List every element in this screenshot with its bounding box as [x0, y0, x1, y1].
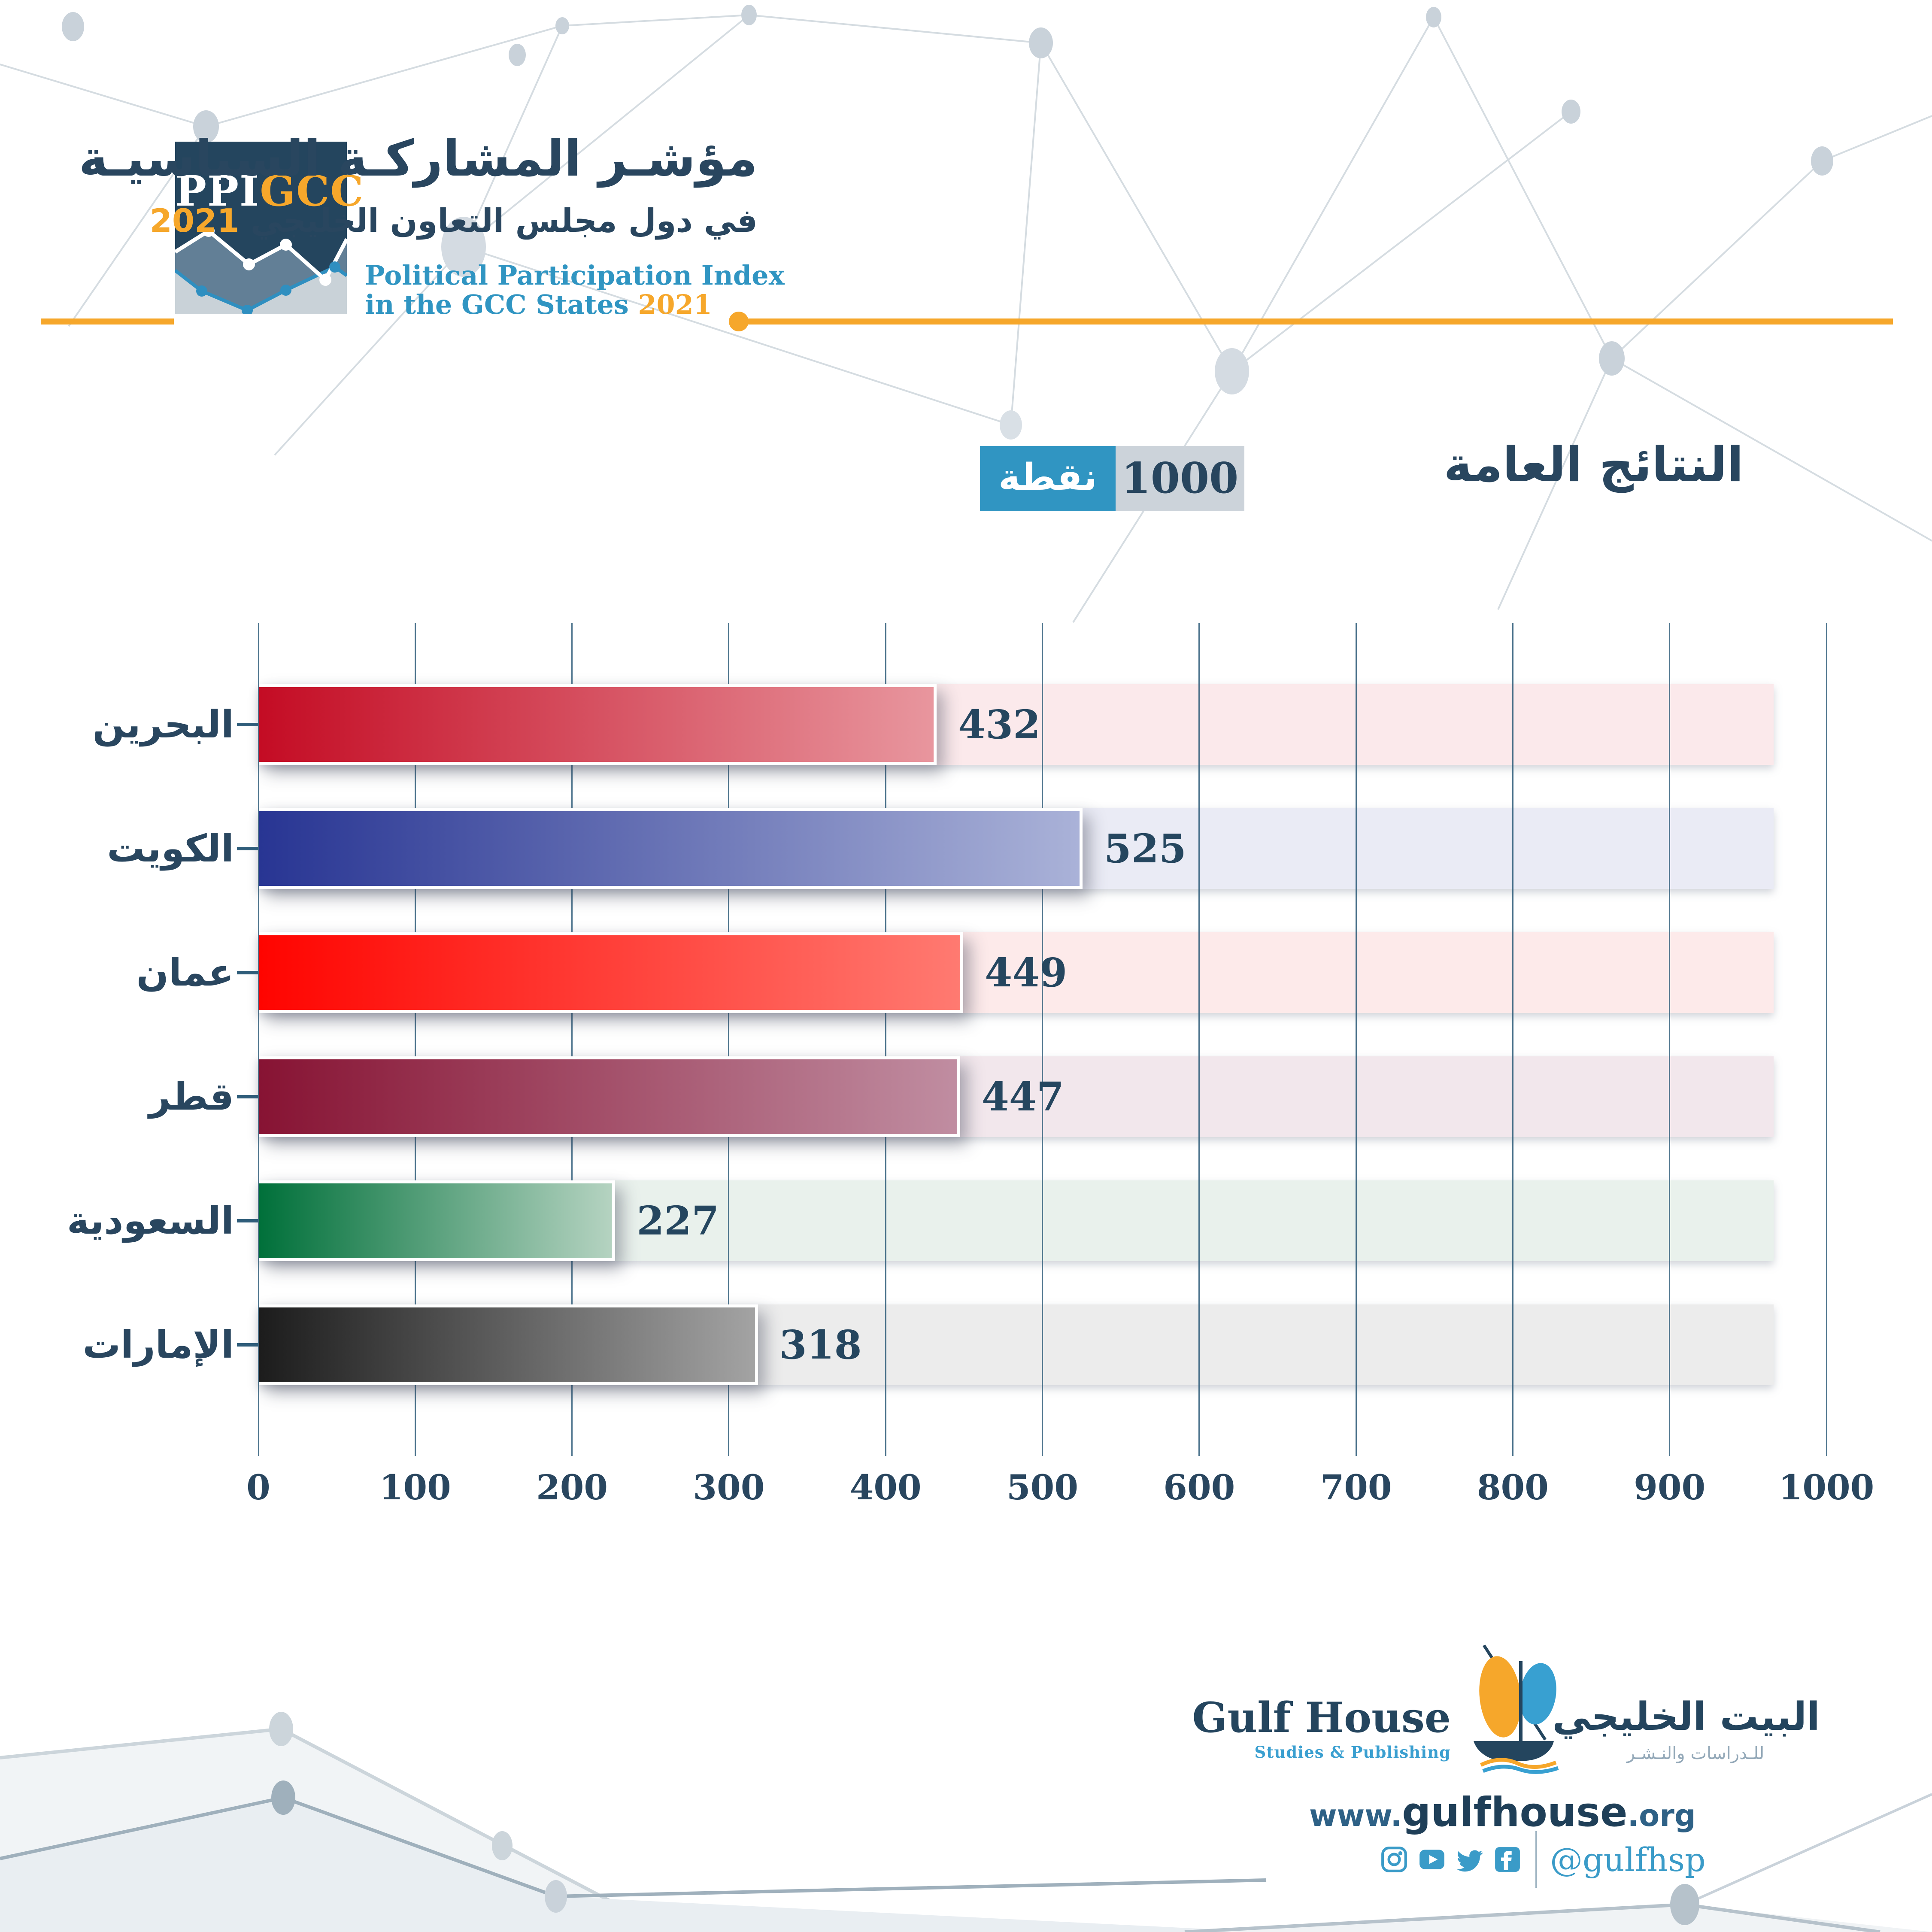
x-axis-label-0: 0	[246, 1467, 270, 1507]
gridline-900	[1669, 623, 1671, 1456]
gridline-800	[1512, 623, 1513, 1456]
bar-saudi-arabia[interactable]	[259, 1180, 616, 1261]
social-handle[interactable]: @gulfhsp	[1550, 1840, 1706, 1879]
points-value-box: 1000	[1116, 446, 1244, 511]
x-axis-label-500: 500	[1007, 1467, 1078, 1507]
gulf-house-subtitle-arabic: للـدراسات والنـشـر	[1626, 1744, 1765, 1763]
gulf-house-name: Gulf House	[1192, 1693, 1451, 1742]
website-url[interactable]: www.gulfhouse.org	[1309, 1789, 1696, 1836]
axis-tick-saudi-arabia	[237, 1219, 258, 1222]
section-title: النتائج العامة	[1444, 437, 1744, 493]
logo-gcc-text: GCC	[260, 167, 364, 215]
gridline-200	[571, 623, 573, 1456]
gulf-house-logo-arabic: البيت الخليجي للـدراسات والنـشـر	[1552, 1694, 1820, 1764]
bar-qatar[interactable]	[259, 1056, 960, 1137]
axis-tick-bahrain	[237, 723, 258, 726]
gridline-1000	[1826, 623, 1827, 1456]
twitter-icon[interactable]	[1456, 1845, 1484, 1874]
bar-uae[interactable]	[259, 1304, 758, 1385]
country-label-oman: عمان	[136, 950, 234, 995]
x-axis-label-100: 100	[379, 1467, 451, 1507]
gridline-100	[414, 623, 416, 1456]
bar-kuwait[interactable]	[259, 808, 1083, 889]
country-label-bahrain: البحرين	[92, 702, 234, 746]
points-label-box: نقطة	[980, 446, 1116, 511]
value-label-saudi-arabia: 227	[637, 1198, 719, 1244]
x-axis-label-400: 400	[849, 1467, 922, 1507]
value-label-bahrain: 432	[958, 701, 1041, 748]
gulf-house-logo-english: Gulf House Studies & Publishing	[1192, 1696, 1451, 1762]
axis-tick-uae	[237, 1343, 258, 1347]
country-label-uae: الإمارات	[82, 1322, 234, 1367]
gulf-house-boat-icon	[1474, 1644, 1559, 1774]
x-axis-label-900: 900	[1634, 1467, 1706, 1507]
main-title-arabic-line1: مؤشـر المشاركـة السياسيـة	[79, 130, 758, 188]
header-rule-right	[739, 318, 1893, 325]
value-label-oman: 449	[985, 949, 1068, 996]
x-axis-label-600: 600	[1163, 1467, 1235, 1507]
website-name: gulfhouse	[1402, 1789, 1628, 1836]
x-axis-label-800: 800	[1477, 1467, 1549, 1507]
gulf-house-subtitle: Studies & Publishing	[1254, 1743, 1451, 1762]
x-axis-label-1000: 1000	[1778, 1467, 1874, 1507]
main-title-english-line2: in the GCC States 2021	[365, 289, 712, 320]
gridline-0	[258, 623, 259, 1456]
country-label-qatar: قطر	[149, 1074, 234, 1119]
title-year-english: 2021	[638, 289, 712, 320]
axis-tick-oman	[237, 971, 258, 974]
x-axis-label-700: 700	[1320, 1467, 1392, 1507]
axis-tick-kuwait	[237, 847, 258, 850]
main-title-arabic: مؤشـر المشاركـة السياسيـة في دول مجلس ال…	[79, 127, 758, 244]
logo-linechart-icon	[175, 228, 347, 314]
bar-oman[interactable]	[259, 932, 964, 1013]
social-divider	[1535, 1831, 1537, 1888]
value-label-kuwait: 525	[1104, 825, 1186, 872]
website-www: www.	[1309, 1798, 1402, 1833]
social-row: @gulfhsp	[1380, 1829, 1706, 1890]
ppigcc-logo-text: PPIGCC	[175, 167, 364, 215]
main-title-english: Political Participation Index in the GCC…	[365, 261, 785, 319]
ppigcc-logo: PPIGCC	[175, 142, 364, 314]
header-rule-left	[41, 318, 174, 325]
gridline-500	[1042, 623, 1043, 1456]
gridline-300	[728, 623, 730, 1456]
value-label-qatar: 447	[981, 1074, 1064, 1120]
title-year-arabic: 2021	[149, 202, 240, 240]
axis-tick-qatar	[237, 1095, 258, 1098]
facebook-icon[interactable]	[1493, 1845, 1522, 1874]
country-label-saudi-arabia: السعودية	[67, 1198, 234, 1243]
gulf-house-name-arabic: البيت الخليجي	[1552, 1694, 1820, 1739]
logo-ppi-text: PPI	[175, 167, 260, 215]
instagram-icon[interactable]	[1380, 1845, 1408, 1874]
bar-bahrain[interactable]	[259, 684, 937, 765]
x-axis-label-300: 300	[693, 1467, 765, 1507]
country-label-kuwait: الكويت	[107, 826, 234, 870]
value-label-uae: 318	[779, 1322, 862, 1368]
main-title-arabic-line2: في دول مجلس التعاون الخليجي 2021	[149, 202, 758, 240]
x-axis-label-200: 200	[536, 1467, 608, 1507]
main-title-english-line1: Political Participation Index	[365, 260, 785, 291]
website-tld: .org	[1627, 1798, 1696, 1833]
gridline-700	[1355, 623, 1357, 1456]
gridline-600	[1198, 623, 1200, 1456]
gridline-400	[885, 623, 886, 1456]
youtube-icon[interactable]	[1418, 1845, 1446, 1874]
